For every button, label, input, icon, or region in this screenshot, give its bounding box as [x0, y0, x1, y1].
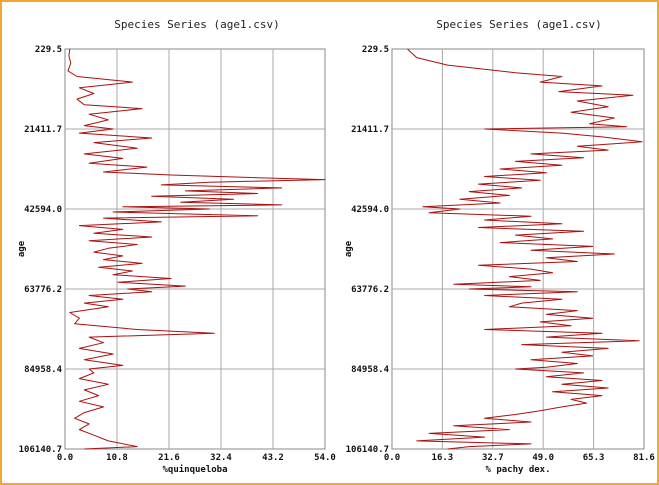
y-axis-label: age	[344, 240, 354, 257]
y-tick-label: 106140.7	[346, 445, 389, 455]
y-tick-label: 21411.7	[24, 125, 62, 135]
plot-area	[64, 48, 326, 450]
x-tick-label: 21.6	[158, 453, 180, 463]
y-tick-label: 42594.0	[351, 205, 389, 215]
x-tick-label: 81.6	[633, 453, 655, 463]
y-tick-label: 229.5	[35, 45, 62, 55]
y-axis-label: age	[17, 240, 27, 257]
x-tick-label: 16.3	[432, 453, 454, 463]
y-tick-label: 63776.2	[351, 285, 389, 295]
x-tick-label: 49.0	[532, 453, 554, 463]
x-tick-label: 32.7	[482, 453, 504, 463]
series-line	[407, 48, 643, 450]
y-tick-label: 21411.7	[351, 125, 389, 135]
y-tick-label: 106140.7	[19, 445, 62, 455]
chart-panel-pachy-dex: Species Series (age1.csv) 0.0 16.3 32.7 49.0…	[344, 18, 655, 475]
y-tick-label: 42594.0	[24, 205, 62, 215]
plot-area	[391, 48, 645, 450]
x-tick-label: 43.2	[262, 453, 284, 463]
chart-panel-quinqueloba: Species Series (age1.csv) 0.0 10.8 21.6 32.4…	[17, 18, 336, 475]
x-tick-label: 10.8	[106, 453, 128, 463]
y-tick-label: 229.5	[362, 45, 389, 55]
x-axis-label: %quinqueloba	[162, 464, 227, 475]
y-tick-label: 84958.4	[351, 365, 390, 375]
y-tick-label: 84958.4	[24, 365, 63, 375]
y-tick-label: 63776.2	[24, 285, 62, 295]
series-line	[67, 48, 326, 450]
x-axis-label: % pachy dex.	[485, 465, 550, 475]
x-tick-label: 65.3	[583, 453, 605, 463]
chart-title: Species Series (age1.csv)	[436, 18, 602, 31]
x-tick-label: 32.4	[210, 453, 232, 463]
x-tick-label: 54.0	[314, 453, 336, 463]
x-tick-label: 0.0	[57, 453, 73, 463]
x-tick-label: 0.0	[384, 453, 400, 463]
chart-title: Species Series (age1.csv)	[114, 18, 280, 31]
